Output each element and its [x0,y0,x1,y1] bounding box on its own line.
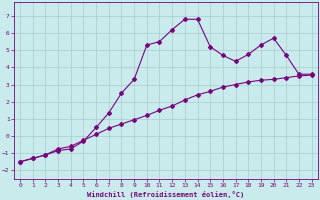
X-axis label: Windchill (Refroidissement éolien,°C): Windchill (Refroidissement éolien,°C) [87,191,244,198]
